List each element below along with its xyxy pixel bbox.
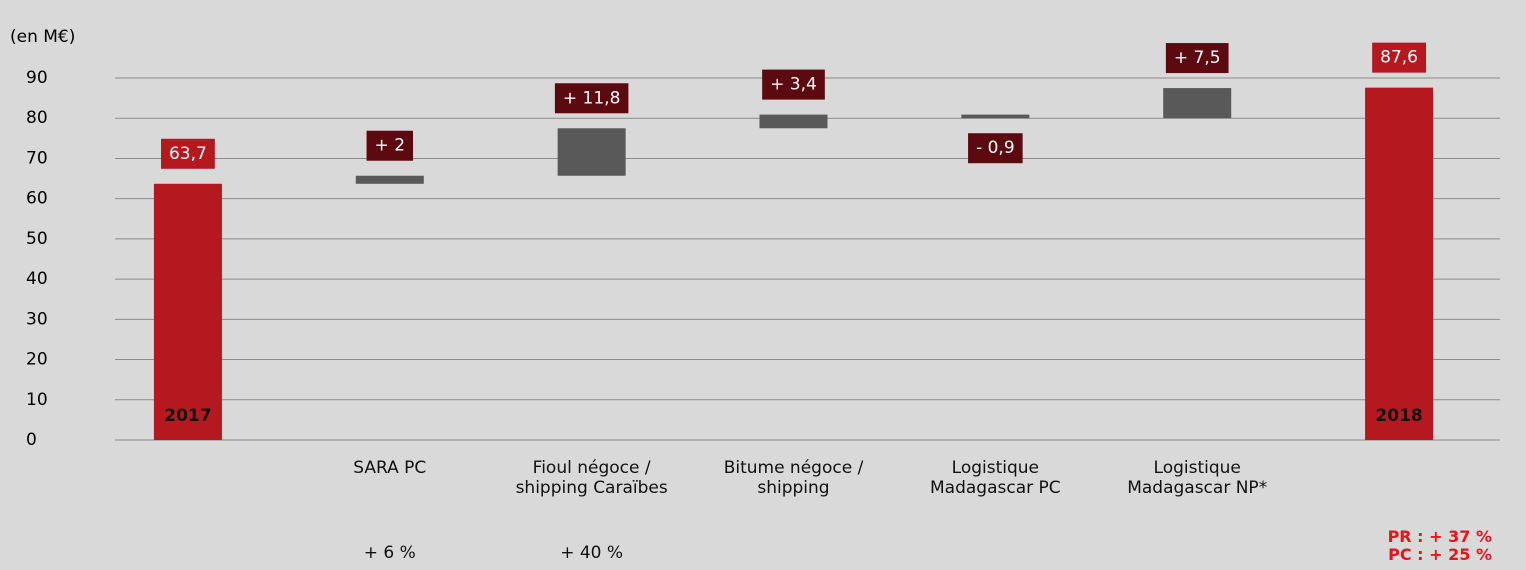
y-tick-label: 20 <box>26 350 48 370</box>
total-note: PC : + 25 % <box>1388 545 1492 564</box>
y-tick-label: 70 <box>26 148 48 168</box>
delta-bar <box>557 128 626 176</box>
x-tick-label: Logistique Madagascar PC <box>930 458 1061 498</box>
x-tick-label: Fioul négoce / shipping Caraïbes <box>515 458 668 498</box>
x-tick-label: Logistique Madagascar NP* <box>1127 458 1268 498</box>
value-label-box <box>160 138 215 169</box>
x-tick-label: Bitume négoce / shipping <box>723 458 864 498</box>
value-label-box <box>762 69 825 100</box>
value-label: + 2 <box>375 136 405 156</box>
total-bar <box>153 183 222 441</box>
total-bar <box>1365 87 1434 441</box>
axis-label: (en M€) <box>10 27 75 47</box>
value-label: 87,6 <box>1380 48 1418 68</box>
y-tick-label: 90 <box>26 68 48 88</box>
value-label-box <box>366 130 414 161</box>
value-label-box <box>554 83 629 114</box>
value-label: + 11,8 <box>563 88 621 108</box>
value-label-box <box>968 133 1023 164</box>
value-label-box <box>1165 43 1229 74</box>
delta-bar <box>759 114 828 129</box>
bar-label: 2017 <box>164 406 211 426</box>
y-tick-label: 80 <box>26 108 48 128</box>
bar-label: 2018 <box>1375 406 1422 426</box>
delta-bar <box>1163 88 1232 119</box>
category-note: + 6 % <box>363 543 416 563</box>
value-label: + 3,4 <box>770 75 817 95</box>
value-label: + 7,5 <box>1174 48 1221 68</box>
x-tick-label: SARA PC <box>353 458 427 478</box>
total-note: PR : + 37 % <box>1387 527 1492 546</box>
value-label-box <box>1372 42 1427 73</box>
value-label: 63,7 <box>169 144 207 164</box>
delta-bar <box>355 175 424 184</box>
y-tick-label: 10 <box>26 390 48 410</box>
category-note: + 40 % <box>560 543 624 563</box>
delta-bar <box>961 114 1030 119</box>
y-tick-label: 30 <box>26 309 48 329</box>
y-tick-label: 50 <box>26 229 48 249</box>
y-tick-label: 40 <box>26 269 48 289</box>
y-tick-label: 60 <box>26 189 48 209</box>
value-label: - 0,9 <box>976 138 1015 158</box>
y-tick-label: 0 <box>26 430 37 450</box>
